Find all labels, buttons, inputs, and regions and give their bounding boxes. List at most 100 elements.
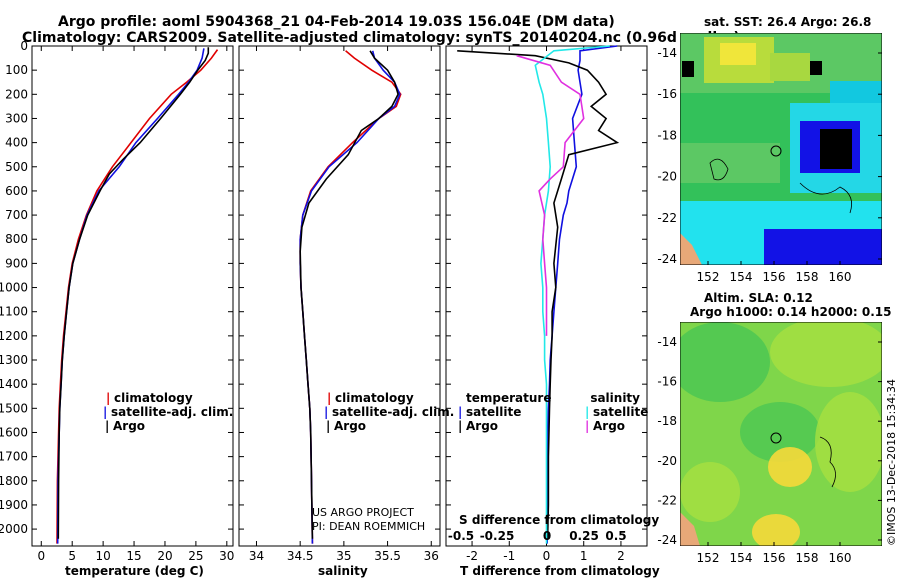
legend-climatology: climatology	[335, 391, 414, 405]
y-tick-label: 800	[5, 232, 28, 246]
difference-top-label: S difference from climatology	[459, 513, 659, 527]
y-tick-label: 1900	[0, 498, 28, 512]
lat-tick-label: -14	[657, 335, 677, 349]
difference-legend: temperature | satellite | Argo salinity …	[458, 391, 648, 433]
difference-panel: -2 -1 0 1 2 T difference from climatology S …	[445, 45, 660, 578]
series-line-s-argo	[516, 54, 585, 336]
legend-mark-s-satellite: |	[585, 405, 589, 419]
y-tick-label: 1300	[0, 353, 28, 367]
lon-tick-label: 156	[763, 270, 786, 284]
y-tick-label: 300	[5, 111, 28, 125]
salinity-panel: 34 34.5 35 35.5 36 salinity | climatology | …	[238, 45, 454, 578]
legend-mark-satellite: |	[324, 405, 328, 419]
x-tick-label: 34.5	[287, 549, 314, 563]
y-tick-label: 500	[5, 160, 28, 174]
sst-map-panel: sat. SST: 26.4 Argo: 26.8 152 154 156 158 16…	[657, 15, 882, 284]
legend-mark-satellite: |	[103, 405, 107, 419]
lon-tick-label: 160	[829, 551, 852, 565]
x-tick-label: 0	[543, 549, 551, 563]
legend-left-title: temperature	[466, 391, 551, 405]
legend-t-argo: Argo	[466, 419, 498, 433]
sla-map-panel: Altim. SLA: 0.12 Argo h1000: 0.14 h2000:…	[657, 291, 891, 565]
x-tick-label: 35	[336, 549, 351, 563]
lon-tick-label: 158	[796, 270, 819, 284]
series-line-satellite-adj-clim-	[299, 50, 401, 544]
lon-tick-label: 156	[763, 551, 786, 565]
difference-xlabel: T difference from climatology	[460, 564, 660, 578]
series-line-satellite-adj-clim-	[56, 48, 205, 544]
y-tick-label: 1000	[0, 281, 28, 295]
y-tick-label: 200	[5, 87, 28, 101]
salinity-legend: | climatology | satellite-adj. clim. | A…	[324, 391, 454, 433]
legend-s-satellite: satellite	[593, 405, 648, 419]
legend-argo: Argo	[113, 419, 145, 433]
x-tick-label: 1	[580, 549, 588, 563]
salinity-axes	[238, 45, 441, 547]
s-diff-tick-label: 0.25	[569, 529, 599, 543]
y-tick-label: 0	[20, 39, 28, 53]
series-line-argo	[299, 50, 399, 539]
y-tick-label: 700	[5, 208, 28, 222]
x-tick-label: 20	[157, 549, 172, 563]
legend-s-argo: Argo	[593, 419, 625, 433]
lon-tick-label: 154	[730, 551, 753, 565]
s-diff-tick-label: -0.25	[480, 529, 515, 543]
legend-argo: Argo	[334, 419, 366, 433]
lat-tick-label: -22	[657, 211, 677, 225]
lon-tick-label: 160	[829, 270, 852, 284]
sst-map-title: sat. SST: 26.4 Argo: 26.8	[704, 15, 871, 29]
lat-tick-label: -14	[657, 46, 677, 60]
y-tick-label: 1200	[0, 329, 28, 343]
x-tick-label: 36	[424, 549, 439, 563]
x-tick-label: 10	[95, 549, 110, 563]
temperature-xlabel: temperature (deg C)	[65, 564, 204, 578]
y-tick-label: 1400	[0, 377, 28, 391]
lat-tick-label: -24	[657, 252, 677, 266]
y-tick-label: 100	[5, 63, 28, 77]
lat-tick-label: -20	[657, 454, 677, 468]
series-line-climatology	[56, 49, 219, 544]
y-tick-label: 1800	[0, 474, 28, 488]
lon-tick-label: 154	[730, 270, 753, 284]
credit-line2: PI: DEAN ROEMMICH	[312, 520, 425, 533]
lat-tick-label: -16	[657, 375, 677, 389]
x-tick-label: -2	[466, 549, 478, 563]
s-diff-tick-label: 0.5	[605, 529, 626, 543]
series-line-t-satellite	[546, 45, 618, 544]
legend-mark-t-satellite: |	[458, 405, 462, 419]
legend-satellite: satellite-adj. clim.	[332, 405, 454, 419]
y-tick-label: 1500	[0, 401, 28, 415]
legend-mark-t-argo: |	[458, 419, 462, 433]
lon-tick-label: 158	[796, 551, 819, 565]
series-line-t-argo	[457, 50, 620, 539]
lat-tick-label: -22	[657, 493, 677, 507]
lat-tick-label: -18	[657, 128, 677, 142]
y-tick-label: 1700	[0, 450, 28, 464]
lat-tick-label: -16	[657, 87, 677, 101]
salinity-xlabel: salinity	[318, 564, 368, 578]
s-diff-tick-label: -0.5	[448, 529, 474, 543]
x-tick-label: 30	[219, 549, 234, 563]
series-line-argo	[57, 47, 210, 539]
y-tick-label: 400	[5, 136, 28, 150]
legend-mark-argo: |	[326, 419, 330, 433]
legend-climatology: climatology	[114, 391, 193, 405]
x-tick-label: -1	[503, 549, 515, 563]
temperature-legend: | climatology | satellite-adj. clim. | A…	[103, 391, 233, 433]
sla-map-title1: Altim. SLA: 0.12	[704, 291, 813, 305]
lat-tick-label: -24	[657, 533, 677, 547]
legend-mark-argo: |	[105, 419, 109, 433]
y-tick-label: 900	[5, 256, 28, 270]
header-line1: Argo profile: aoml 5904368_21 04-Feb-201…	[58, 14, 615, 30]
header-line2: Climatology: CARS2009. Satellite-adjuste…	[22, 30, 740, 46]
legend-mark-climatology: |	[327, 391, 331, 405]
temperature-axes	[31, 45, 234, 547]
legend-right-title: salinity	[590, 391, 640, 405]
credit-line1: US ARGO PROJECT	[312, 506, 414, 519]
legend-mark-s-argo: |	[585, 419, 589, 433]
x-tick-label: 34	[249, 549, 264, 563]
s-diff-tick-label: 0	[543, 529, 551, 543]
lon-tick-label: 152	[697, 270, 720, 284]
lon-tick-label: 152	[697, 551, 720, 565]
